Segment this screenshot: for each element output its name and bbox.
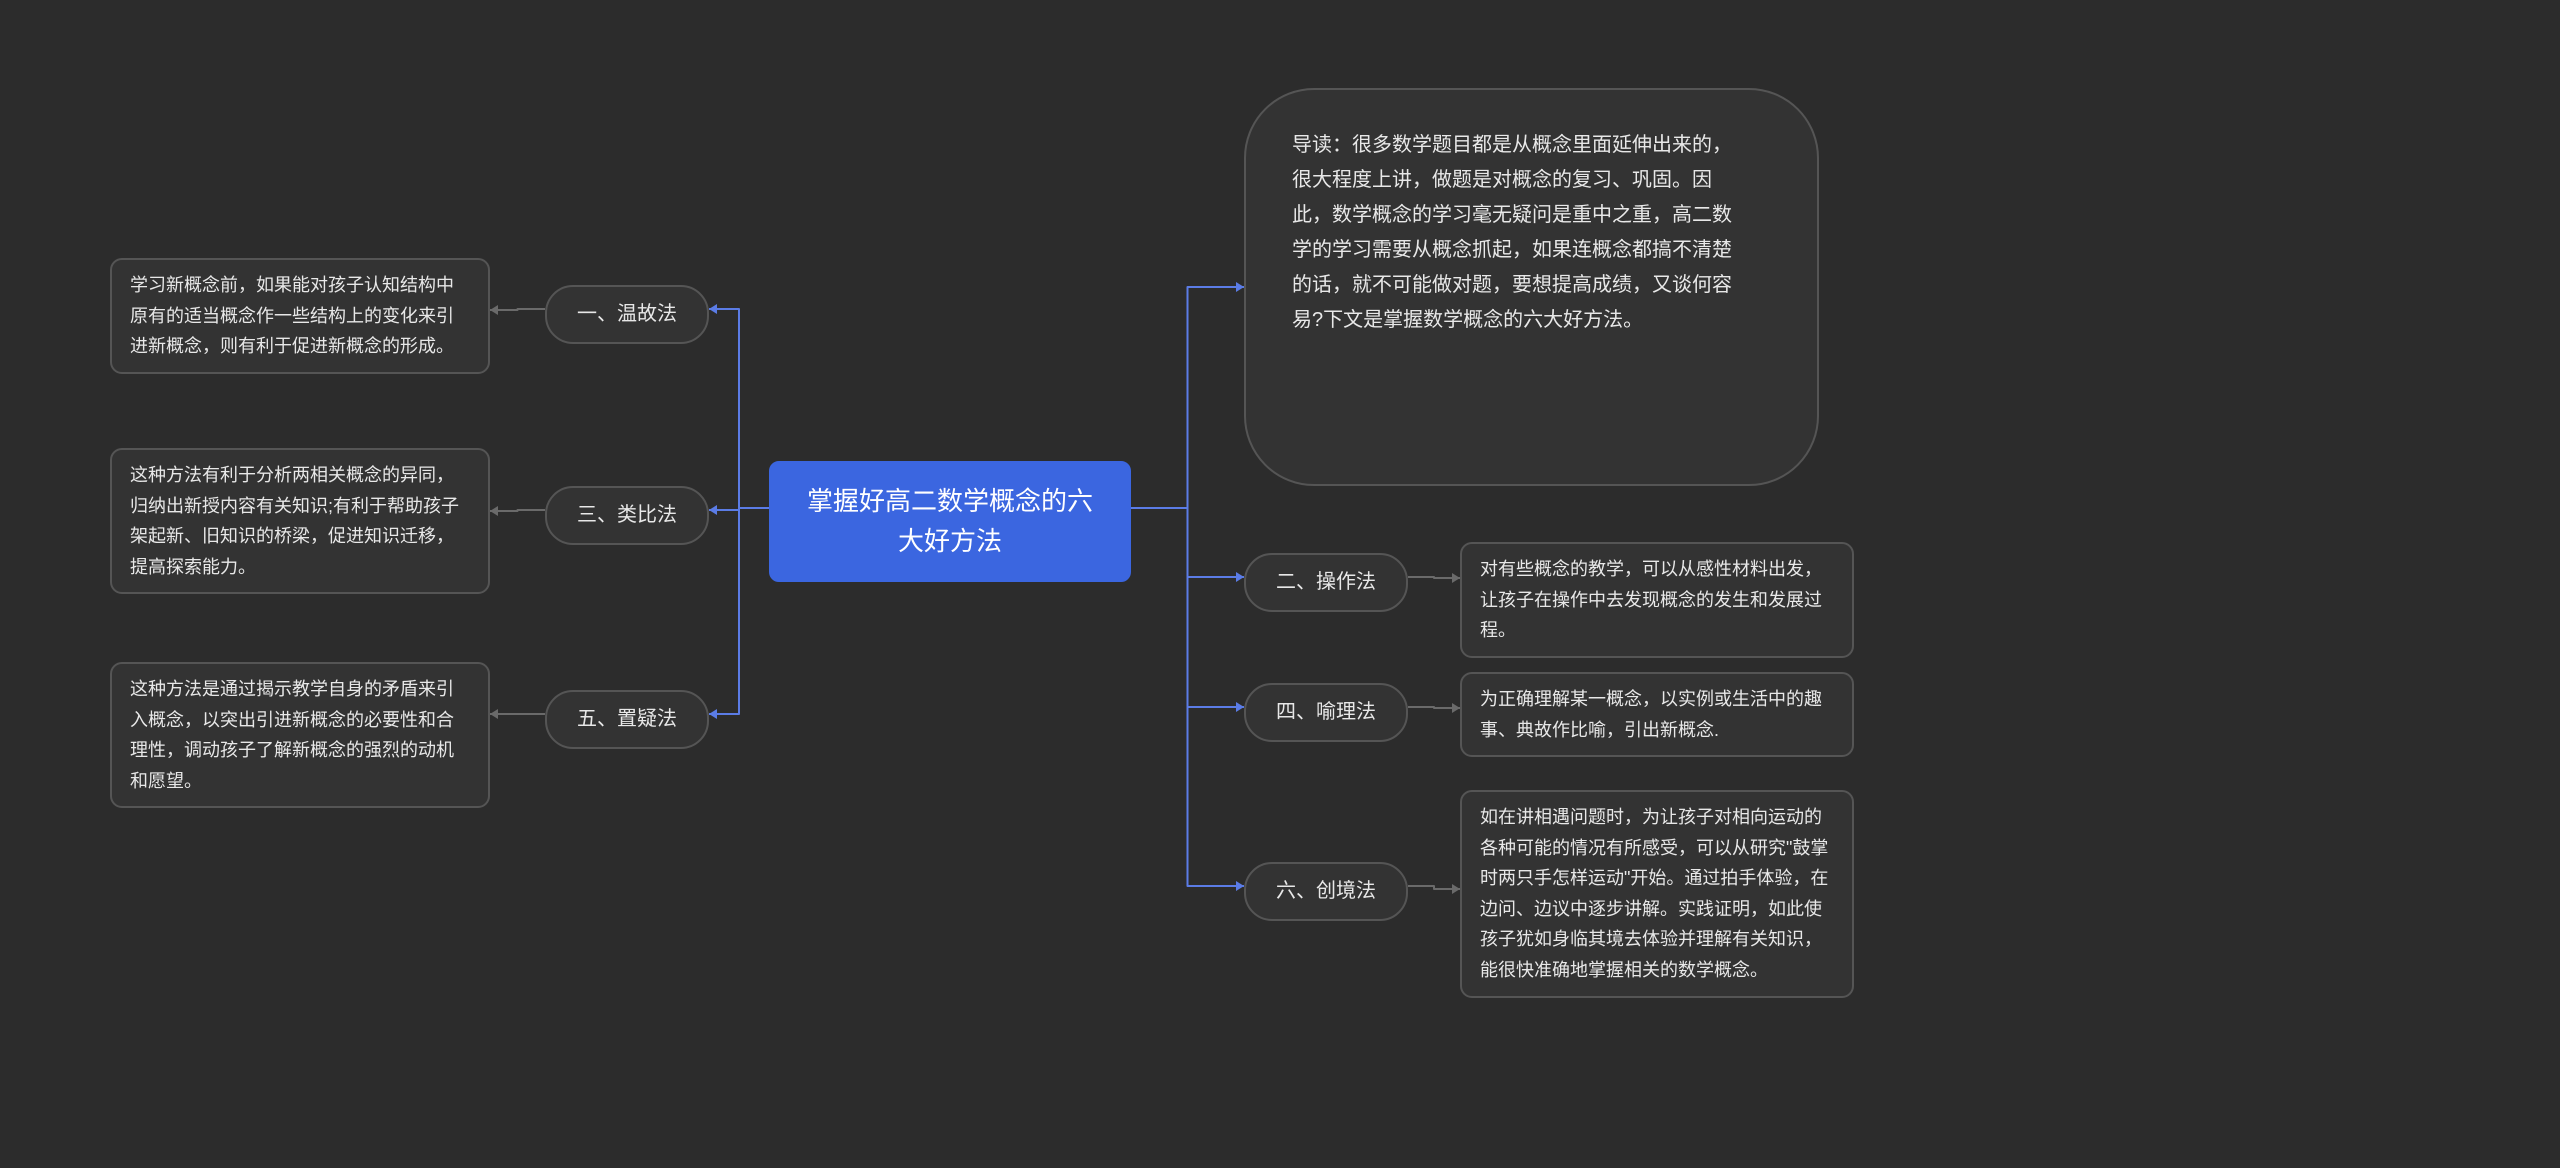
- desc-node-1: 学习新概念前，如果能对孩子认知结构中原有的适当概念作一些结构上的变化来引进新概念…: [110, 258, 490, 374]
- desc-node-3: 这种方法有利于分析两相关概念的异同，归纳出新授内容有关知识;有利于帮助孩子架起新…: [110, 448, 490, 594]
- method-node-1: 一、温故法: [545, 285, 709, 344]
- method-label: 五、置疑法: [577, 708, 677, 730]
- method-label: 三、类比法: [577, 504, 677, 526]
- desc-node-4: 为正确理解某一概念，以实例或生活中的趣事、典故作比喻，引出新概念.: [1460, 672, 1854, 757]
- desc-node-6: 如在讲相遇问题时，为让孩子对相向运动的各种可能的情况有所感受，可以从研究"鼓掌时…: [1460, 790, 1854, 998]
- method-node-6: 六、创境法: [1244, 862, 1408, 921]
- method-node-3: 三、类比法: [545, 486, 709, 545]
- method-label: 二、操作法: [1276, 571, 1376, 593]
- desc-text: 为正确理解某一概念，以实例或生活中的趣事、典故作比喻，引出新概念.: [1480, 689, 1822, 740]
- desc-text: 对有些概念的教学，可以从感性材料出发，让孩子在操作中去发现概念的发生和发展过程。: [1480, 559, 1822, 640]
- desc-node-2: 对有些概念的教学，可以从感性材料出发，让孩子在操作中去发现概念的发生和发展过程。: [1460, 542, 1854, 658]
- mindmap-canvas: 掌握好高二数学概念的六大好方法 导读：很多数学题目都是从概念里面延伸出来的，很大…: [0, 0, 2560, 1168]
- desc-text: 这种方法是通过揭示教学自身的矛盾来引入概念，以突出引进新概念的必要性和合理性，调…: [130, 679, 454, 791]
- method-label: 一、温故法: [577, 303, 677, 325]
- center-title: 掌握好高二数学概念的六大好方法: [807, 486, 1093, 556]
- method-node-4: 四、喻理法: [1244, 683, 1408, 742]
- method-node-2: 二、操作法: [1244, 553, 1408, 612]
- method-label: 六、创境法: [1276, 880, 1376, 902]
- desc-text: 如在讲相遇问题时，为让孩子对相向运动的各种可能的情况有所感受，可以从研究"鼓掌时…: [1480, 807, 1828, 980]
- method-node-5: 五、置疑法: [545, 690, 709, 749]
- desc-text: 这种方法有利于分析两相关概念的异同，归纳出新授内容有关知识;有利于帮助孩子架起新…: [130, 465, 459, 577]
- intro-node: 导读：很多数学题目都是从概念里面延伸出来的，很大程度上讲，做题是对概念的复习、巩…: [1244, 88, 1819, 486]
- intro-text: 导读：很多数学题目都是从概念里面延伸出来的，很大程度上讲，做题是对概念的复习、巩…: [1292, 134, 1732, 331]
- desc-text: 学习新概念前，如果能对孩子认知结构中原有的适当概念作一些结构上的变化来引进新概念…: [130, 275, 454, 356]
- method-label: 四、喻理法: [1276, 701, 1376, 723]
- desc-node-5: 这种方法是通过揭示教学自身的矛盾来引入概念，以突出引进新概念的必要性和合理性，调…: [110, 662, 490, 808]
- center-node: 掌握好高二数学概念的六大好方法: [769, 461, 1131, 582]
